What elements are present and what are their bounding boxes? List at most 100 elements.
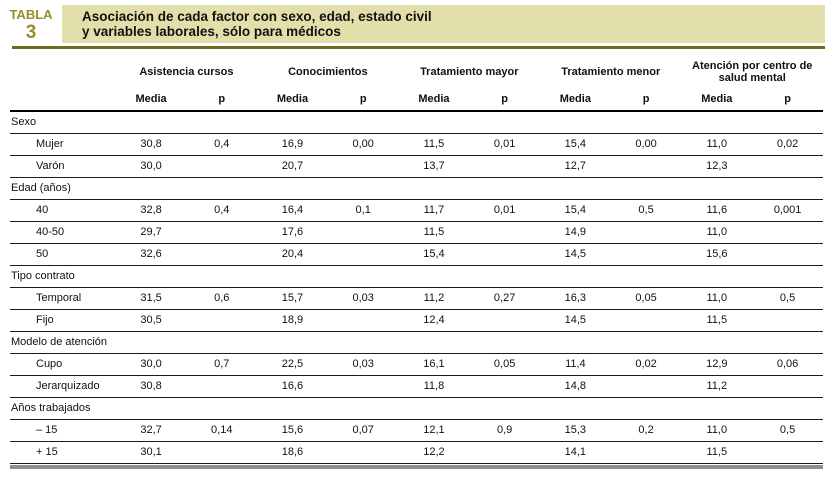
media-value-cell: 15,7 xyxy=(281,292,304,304)
row-label: Jerarquizado xyxy=(36,380,100,392)
media-value-cell: 32,6 xyxy=(140,248,162,260)
media-value-cell: 15,6 xyxy=(281,424,304,436)
media-value-cell: 30,0 xyxy=(140,160,162,172)
media-value-cell: 20,4 xyxy=(281,248,304,260)
media-value-cell: 14,5 xyxy=(564,248,587,260)
table-row: Cupo 30,0 0,7 22,5 0,03 16,1 0,05 11,4 0,02 12,9 0… xyxy=(10,353,823,375)
media-value-cell: 32,7 xyxy=(140,424,162,436)
col-header-media-1: Media xyxy=(135,92,167,105)
table-row: Jerarquizado 30,8 16,6 11,8 14,8 11,2 xyxy=(10,375,823,397)
col-group-conocimientos: Conocimientos xyxy=(288,66,368,78)
row-label: Mujer xyxy=(36,138,64,150)
p-value-cell: 0,00 xyxy=(352,138,374,150)
col-header-p-4: p xyxy=(642,92,650,105)
p-value-cell xyxy=(186,441,257,463)
media-value-cell: 14,1 xyxy=(564,446,587,458)
column-sub-row: Media p Media p Media p Media p Media p xyxy=(10,87,823,111)
p-value-cell xyxy=(469,243,540,265)
media-value-cell: 16,3 xyxy=(564,292,587,304)
data-table: Asistencia cursos Conocimientos Tratamie… xyxy=(10,53,823,464)
media-value-cell: 20,7 xyxy=(281,160,304,172)
empty-corner-cell xyxy=(10,53,116,87)
p-value-cell xyxy=(186,309,257,331)
table-wrap: Asistencia cursos Conocimientos Tratamie… xyxy=(10,53,823,464)
table-row: Fijo 30,5 18,9 12,4 14,5 11,5 xyxy=(10,309,823,331)
media-value-cell: 17,6 xyxy=(281,226,304,238)
media-value-cell: 29,7 xyxy=(140,226,162,238)
table-row: Temporal 31,5 0,6 15,7 0,03 11,2 0,27 16,3 0,05 1… xyxy=(10,287,823,309)
col-header-media-5: Media xyxy=(701,92,733,105)
table-row: + 15 30,1 18,6 12,2 14,1 11,5 xyxy=(10,441,823,463)
p-value-cell: 0,5 xyxy=(638,204,654,216)
p-value-cell xyxy=(752,441,823,463)
media-value-cell: 16,1 xyxy=(423,358,445,370)
table-header: TABLA 3 Asociación de cada factor con se… xyxy=(0,0,825,43)
media-value-cell: 16,6 xyxy=(281,380,304,392)
category-row: Edad (años) xyxy=(10,177,823,199)
media-value-cell: 15,3 xyxy=(564,424,587,436)
table-row: 50 32,6 20,4 15,4 14,5 15,6 xyxy=(10,243,823,265)
media-value-cell: 15,4 xyxy=(564,204,587,216)
media-value-cell: 11,5 xyxy=(423,226,445,238)
p-value-cell xyxy=(611,375,682,397)
p-value-cell xyxy=(328,309,399,331)
p-value-cell xyxy=(469,309,540,331)
media-value-cell: 14,9 xyxy=(564,226,587,238)
media-value-cell: 15,4 xyxy=(564,138,587,150)
col-group-tratamiento-mayor: Tratamiento mayor xyxy=(420,66,519,78)
media-value-cell: 18,6 xyxy=(281,446,304,458)
media-value-cell: 22,5 xyxy=(281,358,304,370)
media-value-cell: 12,1 xyxy=(423,424,445,436)
media-value-cell: 12,4 xyxy=(423,314,445,326)
category-row: Años trabajados xyxy=(10,397,823,419)
row-label: Temporal xyxy=(36,292,82,304)
col-group-asistencia-cursos: Asistencia cursos xyxy=(139,66,234,78)
p-value-cell: 0,00 xyxy=(635,138,657,150)
media-value-cell: 15,4 xyxy=(423,248,445,260)
media-value-cell: 11,6 xyxy=(706,204,728,216)
empty-corner-cell xyxy=(10,87,116,111)
row-label: + 15 xyxy=(36,446,58,458)
p-value-cell xyxy=(752,375,823,397)
p-value-cell: 0,01 xyxy=(493,204,516,216)
media-value-cell: 30,8 xyxy=(140,138,162,150)
row-label: 40-50 xyxy=(36,226,65,238)
col-header-media-4: Media xyxy=(559,92,591,105)
media-value-cell: 11,0 xyxy=(706,138,728,150)
media-value-cell: 16,4 xyxy=(281,204,304,216)
header-rule xyxy=(12,46,825,49)
p-value-cell xyxy=(328,441,399,463)
badge-number: 3 xyxy=(25,22,37,43)
media-value-cell: 30,0 xyxy=(140,358,162,370)
media-value-cell: 18,9 xyxy=(281,314,304,326)
p-value-cell: 0,02 xyxy=(635,358,657,370)
table-row: Mujer 30,8 0,4 16,9 0,00 11,5 0,01 15,4 0,00 11,0… xyxy=(10,133,823,155)
category-label: Años trabajados xyxy=(11,402,91,414)
row-label: Cupo xyxy=(36,358,63,370)
p-value-cell: 0,27 xyxy=(493,292,516,304)
p-value-cell xyxy=(328,243,399,265)
p-value-cell xyxy=(752,221,823,243)
title-line-2: y variables laborales, sólo para médicos xyxy=(82,24,341,39)
media-value-cell: 13,7 xyxy=(423,160,445,172)
media-value-cell: 16,9 xyxy=(281,138,304,150)
col-header-p-2: p xyxy=(359,92,367,105)
table-badge: TABLA 3 xyxy=(0,5,62,43)
p-value-cell: 0,9 xyxy=(496,424,513,436)
p-value-cell xyxy=(752,155,823,177)
row-label: Varón xyxy=(36,160,65,172)
column-headers: Asistencia cursos Conocimientos Tratamie… xyxy=(10,53,823,111)
p-value-cell xyxy=(186,155,257,177)
media-value-cell: 11,2 xyxy=(706,380,728,392)
media-value-cell: 12,2 xyxy=(423,446,445,458)
p-value-cell: 0,03 xyxy=(352,292,374,304)
p-value-cell: 0,2 xyxy=(638,424,654,436)
p-value-cell xyxy=(611,309,682,331)
col-header-media-3: Media xyxy=(418,92,450,105)
row-label: 40 xyxy=(36,204,49,216)
p-value-cell xyxy=(752,243,823,265)
media-value-cell: 11,4 xyxy=(565,358,586,370)
col-header-p-1: p xyxy=(218,92,226,105)
media-value-cell: 11,2 xyxy=(423,292,445,304)
p-value-cell xyxy=(611,243,682,265)
